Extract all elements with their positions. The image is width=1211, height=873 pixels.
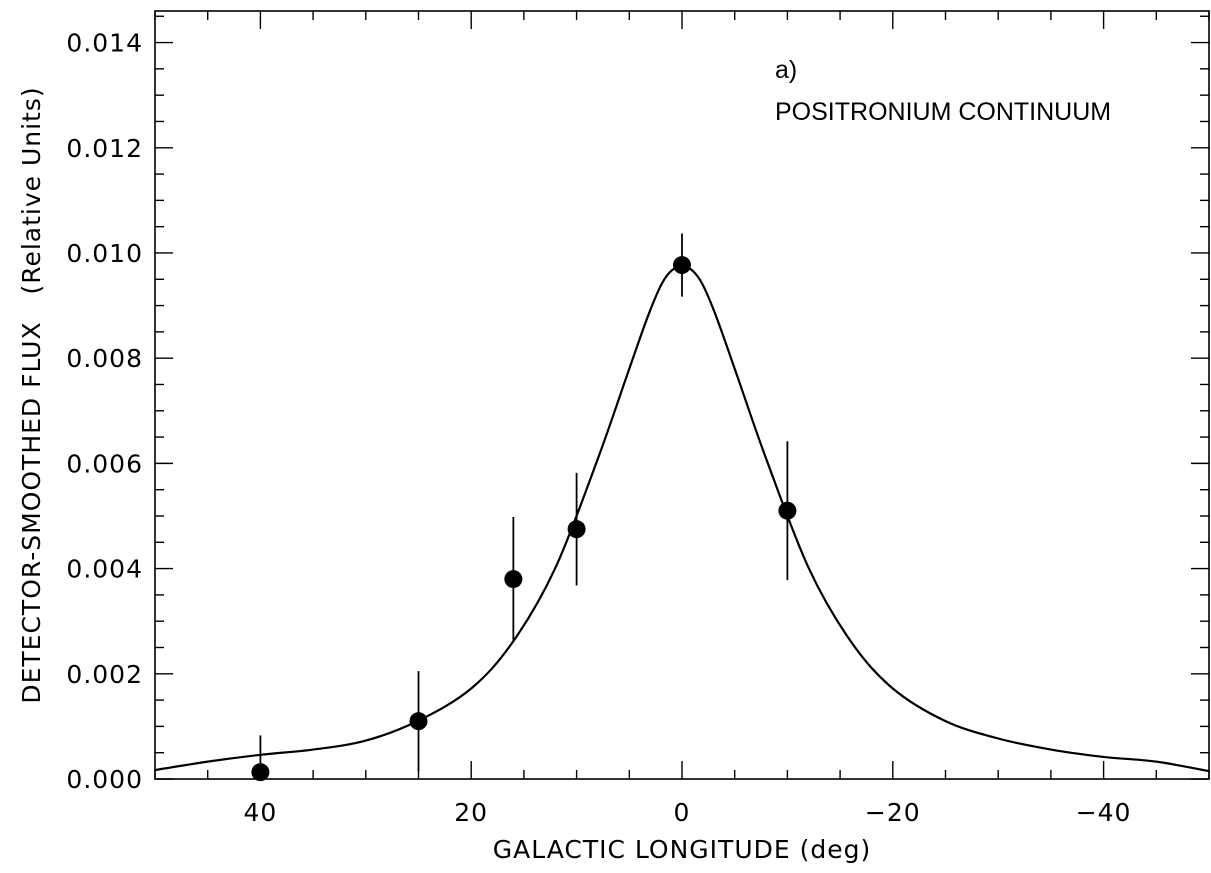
data-point — [409, 712, 428, 731]
fit-curve — [154, 265, 1210, 773]
y-tick-label: 0.002 — [66, 660, 143, 689]
minor-ticks — [154, 11, 1210, 779]
x-tick-label: −20 — [865, 798, 921, 827]
y-tick-label: 0.004 — [66, 555, 143, 584]
y-tick-label: 0.008 — [66, 344, 143, 373]
plot-frame — [154, 10, 1210, 780]
x-tick-label: −40 — [1076, 798, 1132, 827]
y-tick-label: 0.014 — [66, 29, 143, 58]
y-tick-label: 0.000 — [66, 765, 143, 794]
data-point — [567, 520, 586, 539]
x-tick-label: 40 — [243, 798, 277, 827]
panel-label: a) — [775, 56, 797, 84]
x-tick-label: 0 — [674, 798, 691, 827]
x-axis-title: GALACTIC LONGITUDE (deg) — [493, 835, 872, 864]
y-tick-label: 0.010 — [66, 239, 143, 268]
chart-title: POSITRONIUM CONTINUUM — [775, 98, 1111, 126]
data-point — [251, 763, 270, 782]
y-tick-label: 0.012 — [66, 134, 143, 163]
y-axis-title: DETECTOR-SMOOTHED FLUX (Relative Units) — [17, 86, 46, 703]
major-ticks — [155, 11, 1209, 780]
data-point — [504, 570, 523, 589]
x-tick-label: 20 — [454, 798, 488, 827]
tick-labels: 40 20 0 −20 −40 0.000 0.002 0.004 0.006 0.008 0.01… — [66, 29, 1132, 827]
data-point — [673, 256, 691, 275]
y-tick-label: 0.006 — [66, 449, 143, 478]
data-points — [251, 233, 797, 782]
data-point — [778, 501, 797, 520]
